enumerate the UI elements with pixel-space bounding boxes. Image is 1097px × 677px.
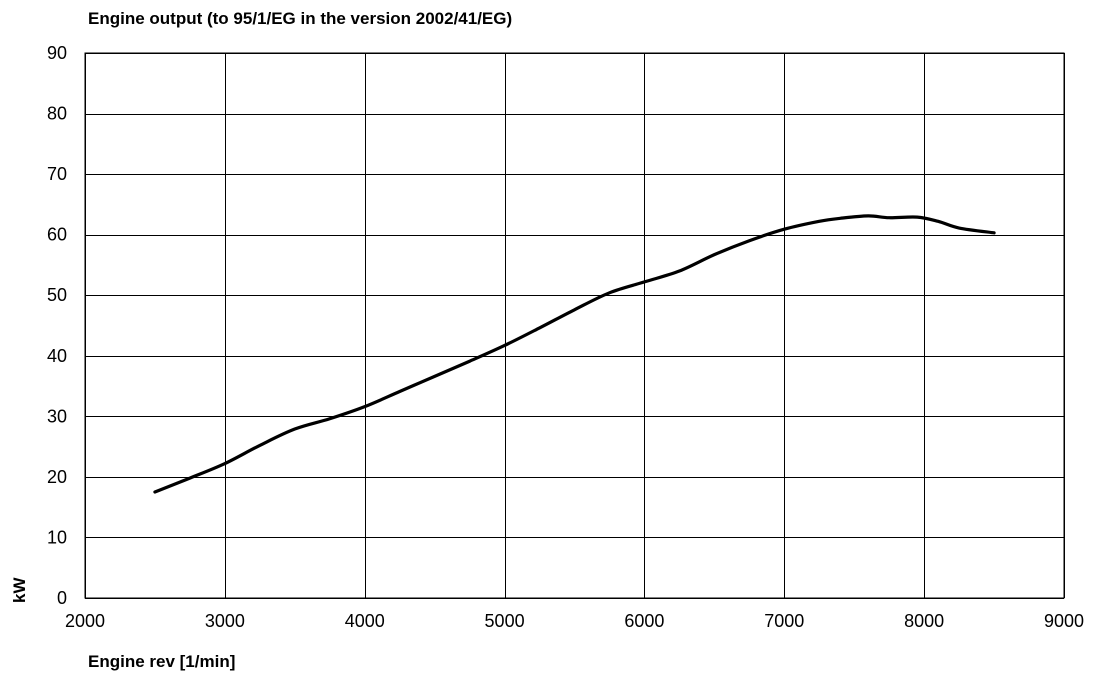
x-tick-label: 7000 bbox=[764, 611, 804, 631]
y-tick-label: 30 bbox=[47, 406, 67, 426]
y-tick-label: 70 bbox=[47, 164, 67, 184]
horizontal-gridlines bbox=[85, 53, 1064, 599]
y-tick-label: 50 bbox=[47, 285, 67, 305]
x-tick-label: 9000 bbox=[1044, 611, 1084, 631]
vertical-gridlines bbox=[85, 53, 1065, 598]
chart-title: Engine output (to 95/1/EG in the version… bbox=[88, 9, 512, 28]
engine-output-line bbox=[153, 214, 996, 494]
x-axis-label: Engine rev [1/min] bbox=[88, 652, 235, 671]
y-tick-label: 60 bbox=[47, 225, 67, 245]
y-tick-label: 10 bbox=[47, 527, 67, 547]
y-tick-label: 0 bbox=[57, 588, 67, 608]
y-axis-tick-labels: 0 10 20 30 40 50 60 70 80 90 bbox=[47, 43, 67, 608]
y-tick-label: 80 bbox=[47, 104, 67, 124]
y-tick-label: 90 bbox=[47, 43, 67, 63]
y-tick-label: 40 bbox=[47, 346, 67, 366]
plot-area-frame bbox=[84, 52, 1065, 599]
x-tick-label: 4000 bbox=[345, 611, 385, 631]
x-axis-tick-labels: 2000 3000 4000 5000 6000 7000 8000 9000 bbox=[65, 611, 1084, 631]
x-tick-label: 6000 bbox=[624, 611, 664, 631]
x-tick-label: 5000 bbox=[485, 611, 525, 631]
x-tick-label: 3000 bbox=[205, 611, 245, 631]
x-tick-label: 8000 bbox=[904, 611, 944, 631]
x-tick-label: 2000 bbox=[65, 611, 105, 631]
y-tick-label: 20 bbox=[47, 467, 67, 487]
y-axis-label: kW bbox=[10, 577, 29, 603]
